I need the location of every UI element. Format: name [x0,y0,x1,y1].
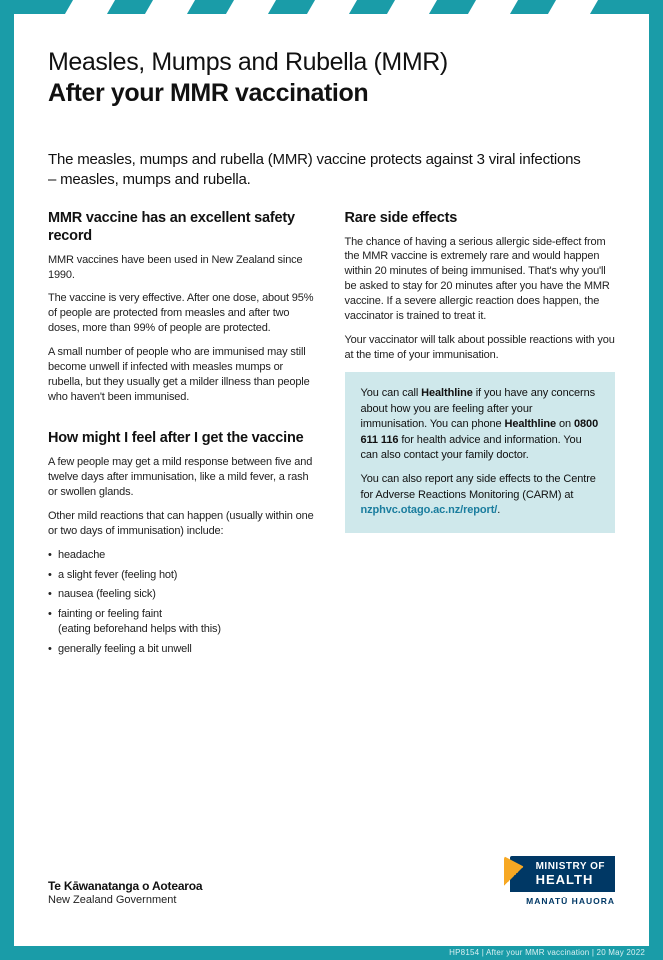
government-wordmark: Te Kāwanatanga o Aotearoa New Zealand Go… [48,879,202,906]
title-main: After your MMR vaccination [48,79,615,108]
gov-name-english: New Zealand Government [48,894,202,906]
ministry-health-logo: MINISTRY OF HEALTH MANATŪ HAUORA [510,856,615,906]
list-item: nausea (feeling sick) [48,587,319,602]
list-item-subtext: (eating beforehand helps with this) [58,623,221,635]
body-text: The chance of having a serious allergic … [345,235,616,324]
section-heading-how-feel: How might I feel after I get the vaccine [48,429,319,447]
moh-badge: MINISTRY OF HEALTH [510,856,615,892]
gov-name-maori: Te Kāwanatanga o Aotearoa [48,879,202,893]
carm-link[interactable]: nzphvc.otago.ac.nz/report/ [361,504,498,516]
section-heading-safety: MMR vaccine has an excellent safety reco… [48,209,319,245]
two-column-layout: MMR vaccine has an excellent safety reco… [48,209,615,662]
intro-paragraph: The measles, mumps and rubella (MMR) vac… [48,150,588,191]
list-item-text: fainting or feeling faint [58,608,162,620]
section-heading-rare: Rare side effects [345,209,616,227]
body-text: A small number of people who are immunis… [48,345,319,404]
list-item: a slight fever (feeling hot) [48,568,319,583]
document-metadata-bar: HP8154 | After your MMR vaccination | 20… [0,946,663,960]
body-text: A few people may get a mild response bet… [48,455,319,500]
body-text: Other mild reactions that can happen (us… [48,509,319,539]
list-item: headache [48,548,319,563]
reactions-list: headache a slight fever (feeling hot) na… [48,548,319,657]
document-body: Measles, Mumps and Rubella (MMR) After y… [14,14,649,946]
list-item: fainting or feeling faint (eating before… [48,607,319,637]
right-column: Rare side effects The chance of having a… [345,209,616,662]
healthline-callout: You can call Healthline if you have any … [345,372,616,532]
title-pretitle: Measles, Mumps and Rubella (MMR) [48,48,615,77]
body-text: MMR vaccines have been used in New Zeala… [48,253,319,283]
moh-line2: HEALTH [536,872,605,887]
border-chevrons [0,0,663,14]
left-column: MMR vaccine has an excellent safety reco… [48,209,319,662]
footer: Te Kāwanatanga o Aotearoa New Zealand Go… [48,856,615,906]
moh-subtitle: MANATŪ HAUORA [526,896,615,906]
body-text: The vaccine is very effective. After one… [48,291,319,336]
callout-text: You can call Healthline if you have any … [361,386,600,463]
page-frame: Measles, Mumps and Rubella (MMR) After y… [0,0,663,960]
moh-line1: MINISTRY OF [536,861,605,872]
list-item: generally feeling a bit unwell [48,642,319,657]
callout-text: You can also report any side effects to … [361,472,600,518]
body-text: Your vaccinator will talk about possible… [345,333,616,363]
